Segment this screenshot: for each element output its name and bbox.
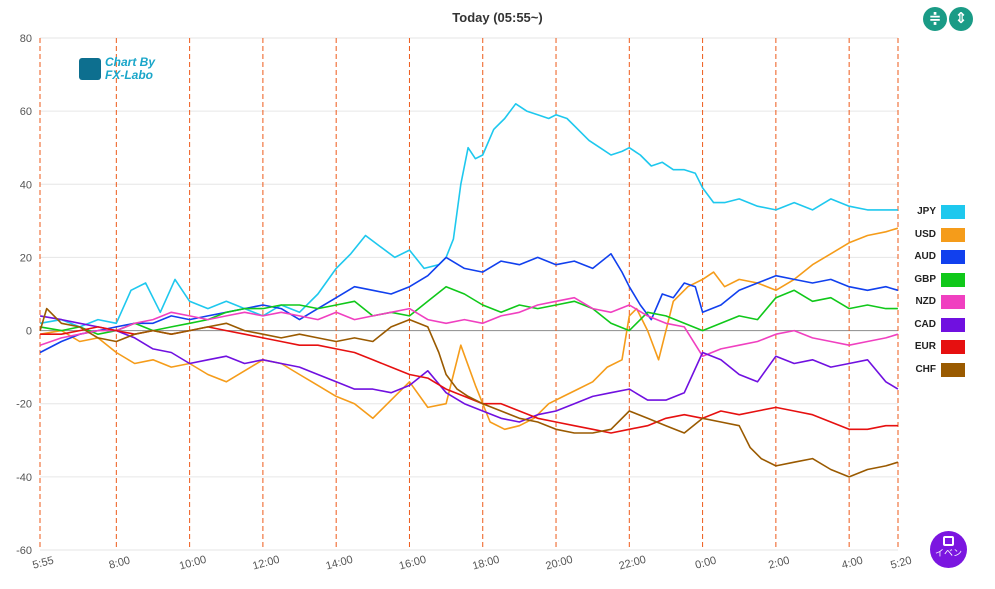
event-button[interactable]: イベン (930, 531, 967, 568)
legend-swatch (941, 340, 965, 354)
series-line-jpy (39, 103, 898, 328)
split-vertical-icon: ≑ (928, 10, 942, 27)
y-tick-label: 80 (20, 33, 32, 45)
y-tick-label: 40 (20, 179, 32, 191)
x-tick-label: 5:55 (31, 555, 55, 572)
legend-label: AUD (914, 251, 936, 262)
x-tick-label: 14:00 (325, 554, 355, 573)
series-line-chf (39, 307, 899, 478)
logo: Chart By FX-Labo (79, 56, 179, 84)
legend-item-nzd[interactable]: NZD (900, 294, 970, 310)
legend-label: NZD (915, 296, 936, 307)
series-line-cad (39, 315, 899, 423)
legend-label: JPY (917, 206, 936, 217)
logo-line2: FX-Labo (105, 68, 153, 82)
x-tick-label: 4:00 (840, 555, 864, 572)
legend-label: CHF (915, 363, 936, 375)
y-tick-label: -40 (16, 472, 32, 484)
y-tick-label: 20 (20, 252, 32, 264)
legend-item-eur[interactable]: EUR (900, 339, 970, 355)
x-tick-label: 0:00 (694, 555, 718, 572)
legend-label: EUR (914, 341, 936, 352)
series-line-usd (39, 227, 899, 431)
series-line-gbp (39, 285, 898, 335)
legend-swatch (941, 362, 965, 377)
series-line-nzd (39, 296, 899, 357)
chart-logo-icon (79, 58, 101, 80)
legend-swatch (941, 295, 965, 309)
legend-item-jpy[interactable]: JPY (900, 204, 970, 220)
event-button-label: イベン (934, 548, 962, 558)
legend-item-aud[interactable]: AUD (900, 249, 970, 265)
y-tick-label: 60 (20, 106, 32, 118)
time-markers (39, 38, 899, 550)
y-tick-label: 0 (26, 326, 32, 338)
axes: -60 -40 -20 0 20 40 60 80 5:55 8:00 10:00 12:00 14:0… (16, 33, 913, 572)
x-tick-label: 8:00 (108, 555, 132, 572)
grid-lines (40, 37, 898, 551)
x-tick-label: 5:20 (889, 555, 913, 572)
legend-swatch (941, 272, 965, 287)
calendar-icon (943, 536, 954, 546)
x-tick-label: 12:00 (251, 554, 281, 573)
chart-title: Today (05:55~) (452, 10, 543, 25)
legend-label: GBP (914, 273, 936, 285)
legend-label: USD (914, 228, 936, 240)
x-tick-label: 22:00 (618, 554, 648, 573)
legend-item-usd[interactable]: USD (900, 227, 970, 243)
fit-height-icon: ⇕ (954, 10, 968, 27)
x-tick-label: 18:00 (471, 554, 501, 573)
legend-item-cad[interactable]: CAD (900, 317, 970, 333)
x-tick-label: 2:00 (767, 555, 791, 572)
x-tick-label: 20:00 (544, 554, 574, 573)
series-line-eur (40, 326, 898, 434)
legend-swatch (941, 250, 965, 264)
series-lines (39, 103, 899, 478)
x-tick-label: 16:00 (398, 554, 428, 573)
y-tick-label: -60 (16, 545, 32, 557)
legend-swatch (941, 317, 965, 332)
fit-height-button[interactable]: ⇕ (949, 7, 973, 31)
x-tick-label: 10:00 (178, 554, 208, 573)
legend-item-gbp[interactable]: GBP (900, 272, 970, 288)
legend-swatch (941, 205, 965, 219)
y-tick-label: -20 (16, 399, 32, 411)
logo-line1: Chart By (105, 55, 156, 69)
legend-label: CAD (914, 318, 936, 330)
legend-item-chf[interactable]: CHF (900, 362, 970, 378)
split-vertical-button[interactable]: ≑ (923, 7, 947, 31)
legend-swatch (941, 227, 965, 242)
